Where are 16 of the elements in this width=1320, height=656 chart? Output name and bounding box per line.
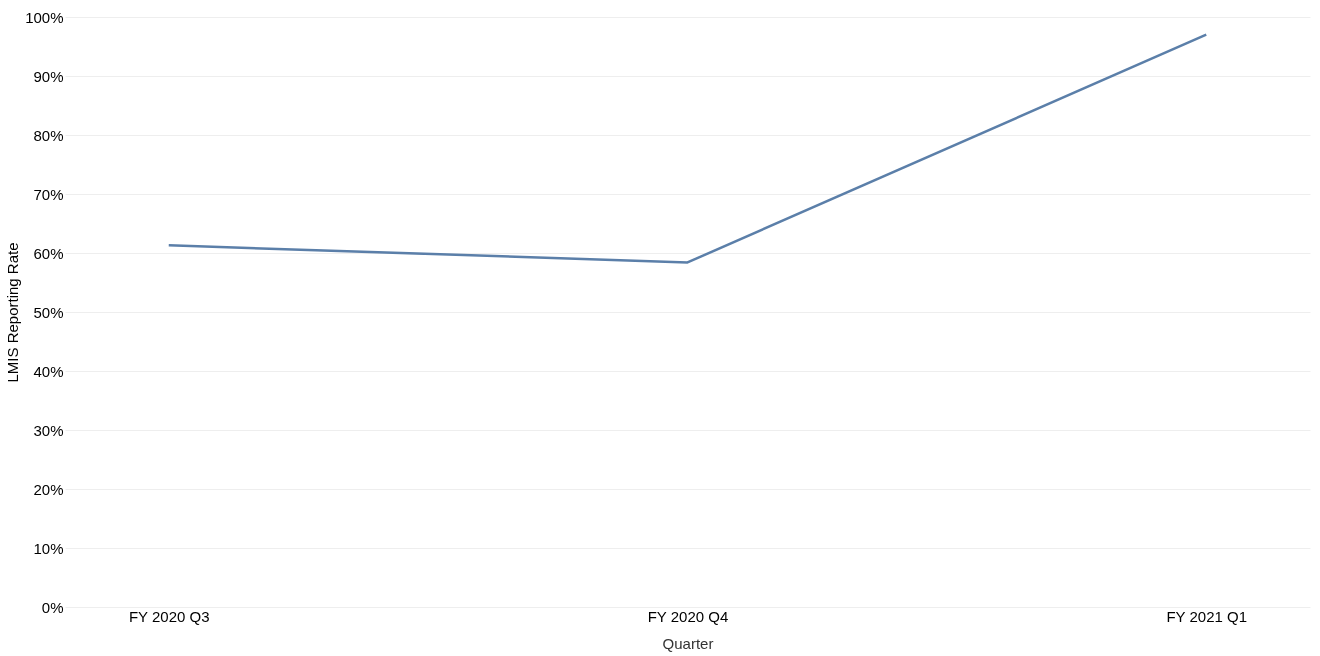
y-axis-title: LMIS Reporting Rate [4, 242, 22, 383]
y-tick-label: 70% [33, 185, 64, 203]
y-tick-label: 10% [33, 539, 64, 557]
x-tick-label: FY 2020 Q3 [128, 607, 210, 625]
x-axis-title: Quarter [662, 634, 714, 652]
x-tick-label: FY 2020 Q4 [647, 607, 729, 625]
y-tick-label: 0% [41, 598, 64, 616]
y-tick-label: 100% [25, 8, 64, 26]
y-tick-label: 80% [33, 126, 64, 144]
y-tick-label: 20% [33, 480, 64, 498]
y-tick-label: 90% [33, 67, 64, 85]
y-tick-label: 60% [33, 244, 64, 262]
y-tick-label: 40% [33, 362, 64, 380]
y-tick-label: 30% [33, 421, 64, 439]
y-tick-label: 50% [33, 303, 64, 321]
x-tick-label: FY 2021 Q1 [1166, 607, 1248, 625]
